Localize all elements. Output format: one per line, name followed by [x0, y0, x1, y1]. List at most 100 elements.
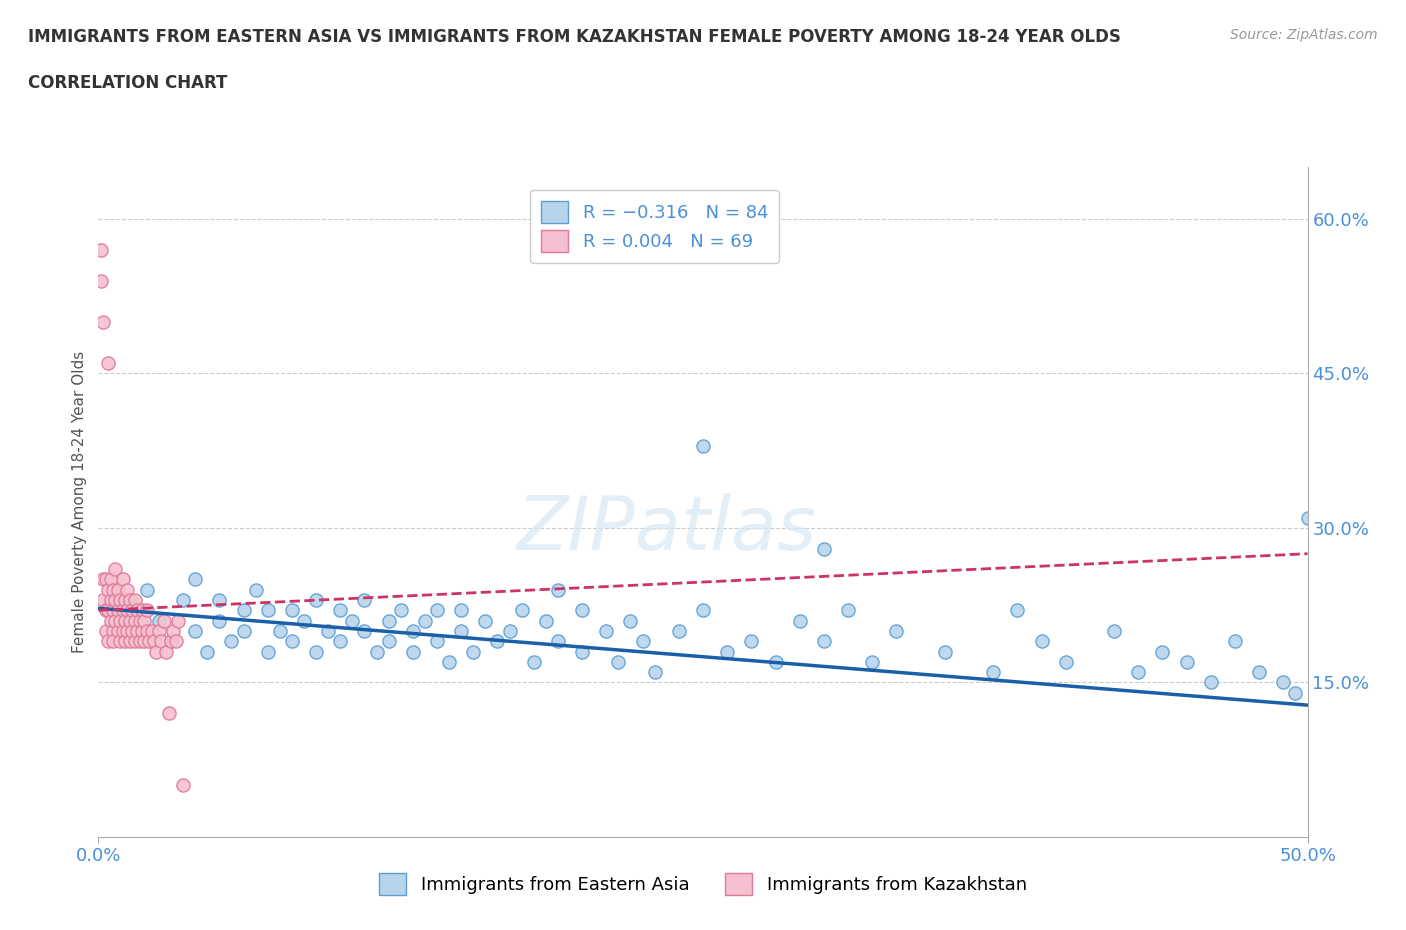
Point [353, 623, 375, 638]
Point [981, 665, 1004, 680]
Point [342, 613, 364, 628]
Point [141, 623, 163, 638]
Point [128, 634, 150, 649]
Point [1272, 675, 1295, 690]
Point [121, 623, 143, 638]
Point [97, 603, 120, 618]
Point [160, 634, 183, 649]
Point [111, 572, 134, 587]
Point [256, 644, 278, 659]
Point [184, 572, 207, 587]
Point [117, 603, 139, 618]
Point [426, 634, 449, 649]
Point [402, 644, 425, 659]
Point [292, 613, 315, 628]
Point [377, 634, 399, 649]
Point [127, 623, 149, 638]
Point [269, 623, 291, 638]
Point [463, 644, 485, 659]
Point [124, 623, 146, 638]
Point [135, 603, 157, 618]
Point [1031, 634, 1053, 649]
Point [1249, 665, 1271, 680]
Point [111, 623, 134, 638]
Point [377, 613, 399, 628]
Point [389, 603, 412, 618]
Point [97, 634, 120, 649]
Point [402, 623, 425, 638]
Point [104, 562, 127, 577]
Point [127, 603, 149, 618]
Point [108, 634, 131, 649]
Point [131, 623, 153, 638]
Point [128, 613, 150, 628]
Point [124, 634, 146, 649]
Point [195, 644, 218, 659]
Point [114, 592, 136, 607]
Point [1007, 603, 1029, 618]
Point [184, 623, 207, 638]
Point [366, 644, 388, 659]
Point [107, 623, 129, 638]
Point [1175, 655, 1198, 670]
Point [305, 644, 328, 659]
Point [94, 623, 117, 638]
Point [1102, 623, 1125, 638]
Point [813, 634, 835, 649]
Point [97, 355, 120, 370]
Point [117, 623, 139, 638]
Point [100, 592, 122, 607]
Point [138, 634, 160, 649]
Point [90, 243, 112, 258]
Point [114, 613, 136, 628]
Text: ZIPatlas: ZIPatlas [516, 493, 817, 565]
Point [101, 603, 124, 618]
Point [523, 655, 546, 670]
Point [118, 634, 141, 649]
Point [160, 634, 183, 649]
Point [571, 644, 593, 659]
Point [148, 623, 170, 638]
Point [150, 634, 173, 649]
Point [571, 603, 593, 618]
Point [450, 623, 472, 638]
Point [644, 665, 666, 680]
Point [692, 603, 714, 618]
Point [94, 603, 117, 618]
Point [547, 634, 569, 649]
Point [208, 592, 231, 607]
Point [534, 613, 557, 628]
Point [118, 592, 141, 607]
Point [104, 613, 127, 628]
Point [631, 634, 654, 649]
Point [108, 592, 131, 607]
Point [90, 273, 112, 288]
Point [107, 603, 129, 618]
Point [108, 613, 131, 628]
Point [172, 778, 194, 793]
Point [740, 634, 762, 649]
Point [607, 655, 630, 670]
Point [94, 572, 117, 587]
Point [668, 623, 690, 638]
Point [100, 572, 122, 587]
Point [111, 603, 134, 618]
Point [221, 634, 243, 649]
Point [498, 623, 520, 638]
Text: Source: ZipAtlas.com: Source: ZipAtlas.com [1230, 28, 1378, 42]
Point [101, 634, 124, 649]
Point [934, 644, 956, 659]
Point [716, 644, 738, 659]
Point [162, 623, 184, 638]
Point [104, 592, 127, 607]
Point [114, 634, 136, 649]
Point [135, 623, 157, 638]
Legend: R = −0.316   N = 84, R = 0.004   N = 69: R = −0.316 N = 84, R = 0.004 N = 69 [530, 190, 779, 263]
Point [595, 623, 617, 638]
Point [1054, 655, 1077, 670]
Point [172, 592, 194, 607]
Point [143, 634, 166, 649]
Point [1199, 675, 1222, 690]
Point [97, 582, 120, 597]
Point [437, 655, 460, 670]
